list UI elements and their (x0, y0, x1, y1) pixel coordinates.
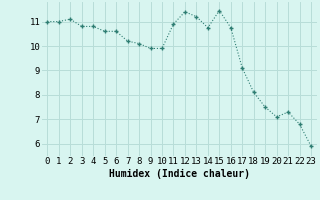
X-axis label: Humidex (Indice chaleur): Humidex (Indice chaleur) (109, 169, 250, 179)
